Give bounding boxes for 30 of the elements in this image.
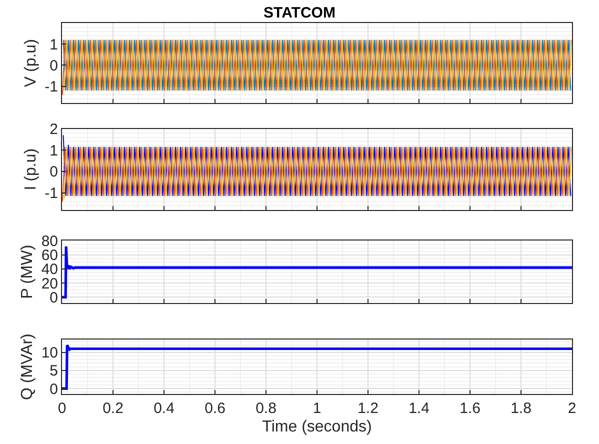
y-tick-label: 1 (50, 36, 58, 54)
x-tick-label: 1.4 (408, 400, 430, 417)
line-series (62, 134, 572, 196)
x-tick-label: 0.2 (102, 400, 124, 417)
y-tick-label: 5 (50, 362, 58, 380)
x-axis-title: Time (seconds) (262, 418, 372, 436)
line-series (62, 245, 572, 299)
y-tick-label: -1 (44, 78, 58, 96)
y-tick-label: 80 (41, 232, 58, 250)
y-tick-label: 0 (50, 57, 58, 74)
x-tick-label: 1.8 (510, 400, 532, 417)
x-tick-label: 1.6 (460, 400, 480, 417)
y-axis-title: V (p.u) (22, 39, 40, 88)
y-tick-label: -1 (44, 185, 58, 202)
x-tick-label: 2 (568, 400, 576, 417)
x-tick-label: 1.2 (358, 400, 378, 417)
x-tick-label: 1 (312, 400, 322, 417)
y-axis-title: P (MW) (19, 244, 36, 299)
y-tick-label: 10 (41, 344, 58, 362)
y-axis-title: I (p.u) (22, 148, 40, 190)
chart-title: STATCOM (264, 4, 336, 22)
x-tick-label: 0.6 (204, 400, 226, 417)
x-tick-label: 0.8 (256, 400, 276, 417)
y-tick-label: 0 (50, 380, 58, 398)
line-series (62, 344, 572, 390)
x-tick-label: 0.4 (154, 400, 174, 417)
y-axis-title: Q (MVAr) (19, 334, 36, 400)
y-tick-label: 2 (50, 121, 58, 138)
y-tick-label: 1 (50, 142, 58, 160)
y-tick-label: 0 (50, 164, 58, 181)
